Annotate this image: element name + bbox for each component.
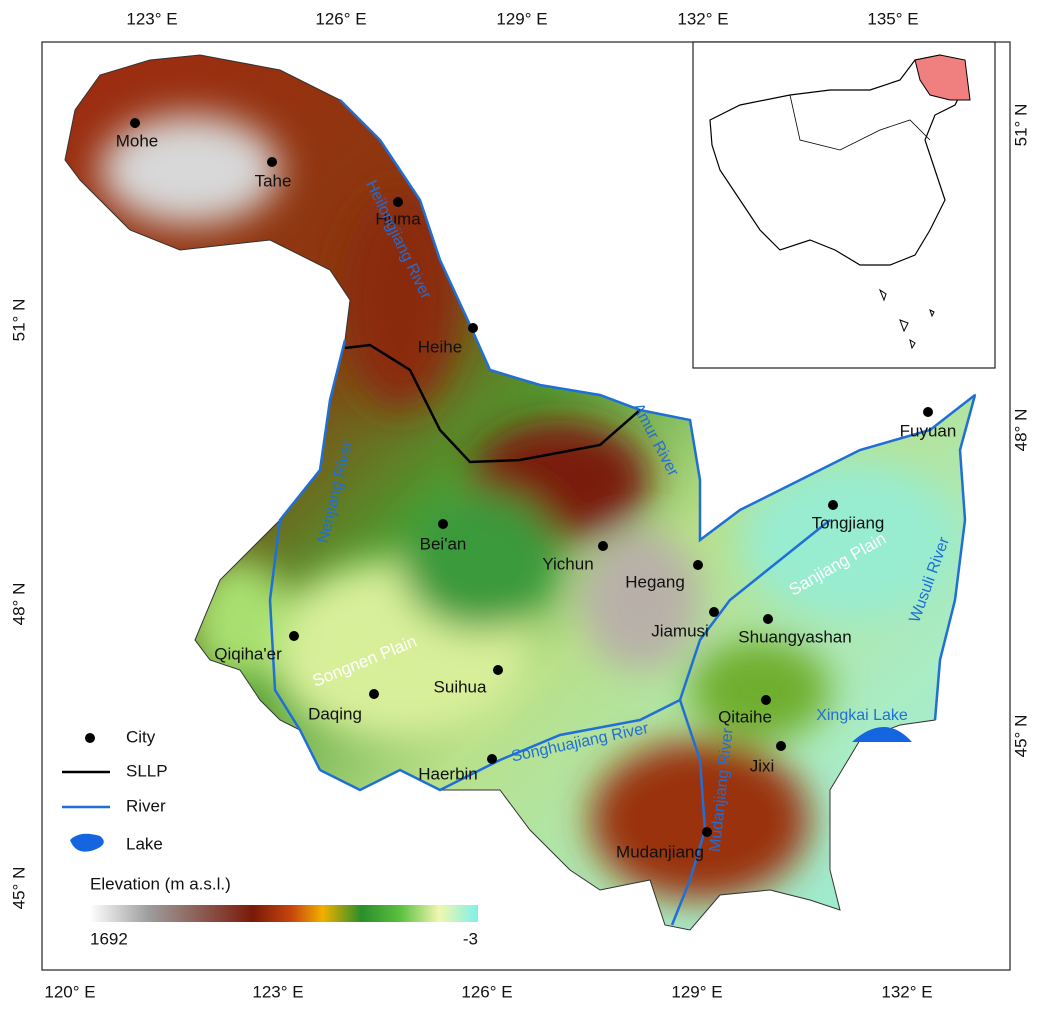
city-label: Suihua [434,677,487,696]
legend-label: City [126,727,156,746]
axis-label: 129° E [671,982,722,1001]
axis-label: 129° E [496,9,547,28]
city-dot [130,118,140,128]
colorbar-max: 1692 [90,929,128,948]
city-dot [493,665,503,675]
axis-label: 48° N [9,583,28,626]
city-dot [438,519,448,529]
axis-label: 132° E [881,982,932,1001]
city-label: Bei'an [420,534,467,553]
sllp-line [344,343,641,464]
axis-label: 135° E [867,9,918,28]
city-label: Tongjiang [812,513,885,532]
city-dot [468,323,478,333]
city-label: Mohe [116,131,159,150]
inset-map [692,41,996,369]
city-label: Jiamusi [651,621,709,640]
city-dot [598,541,608,551]
city-dot [776,741,786,751]
city-dot [828,500,838,510]
legend-label: River [126,796,166,815]
river-line [268,339,347,771]
city-label: Tahe [255,171,292,190]
axis-label: 123° E [126,9,177,28]
river-line [319,519,831,792]
colorbar-min: -3 [463,929,478,948]
legend: City SLLP River Lake [62,727,168,853]
axis-label: 123° E [252,982,303,1001]
river-line [933,394,977,721]
city-dot [709,607,719,617]
legend-label: Lake [126,834,163,853]
city-dot [267,157,277,167]
city-dot [763,614,773,624]
lake-shape [852,727,912,742]
colorbar-title: Elevation (m a.s.l.) [90,874,231,893]
city-label: Haerbin [418,764,478,783]
city-label: Jixi [750,756,775,775]
city-label: Heihe [418,337,462,356]
axis-label: 48° N [1011,409,1030,452]
axis-label: 120° E [44,982,95,1001]
city-label: Qiqiha'er [214,644,282,663]
city-label: Qitaihe [718,707,772,726]
axis-label: 51° N [1011,104,1030,147]
axis-label: 45° N [9,867,28,910]
city-dot [393,197,403,207]
city-dot [693,560,703,570]
axis-label: 51° N [9,299,28,342]
lake-label: Xingkai Lake [816,707,908,724]
legend-label: SLLP [126,761,168,780]
city-label: Fuyuan [900,421,957,440]
city-label: Hegang [625,572,685,591]
axis-label: 126° E [315,9,366,28]
axis-label: 45° N [1011,715,1030,758]
city-dot [923,407,933,417]
axis-label: 132° E [677,9,728,28]
axis-label: 126° E [461,982,512,1001]
city-dot [761,695,771,705]
city-dot [369,689,379,699]
city-dot [702,827,712,837]
city-dot [289,631,299,641]
colorbar: Elevation (m a.s.l.) 1692 -3 [90,874,478,948]
city-label: Shuangyashan [738,627,851,646]
city-label: Mudanjiang [616,842,704,861]
city-label: Huma [375,209,421,228]
city-label: Yichun [542,554,593,573]
city-dot [487,754,497,764]
city-label: Daqing [308,704,362,723]
